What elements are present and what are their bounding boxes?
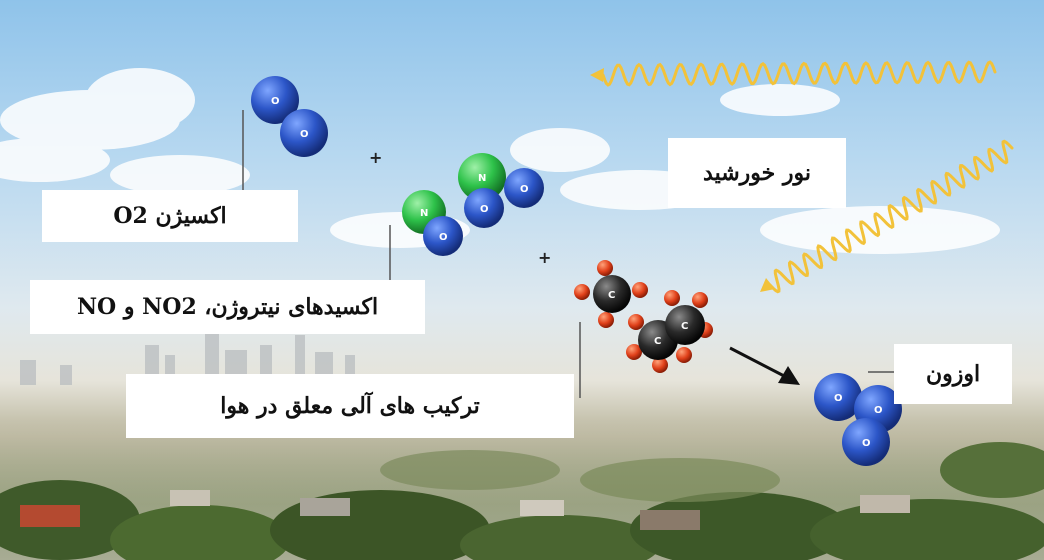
plus-icon: +: [369, 148, 382, 167]
suburb-trees: [0, 420, 1044, 560]
nitrogen-atom: [458, 153, 506, 201]
atom-letter: N: [420, 208, 428, 219]
atom-letter: O: [271, 96, 280, 107]
atom-letter: C: [608, 290, 615, 301]
oxygen-atom: [464, 188, 504, 228]
atom-letter: N: [478, 173, 486, 184]
oxygen-atom: [251, 76, 299, 124]
label-nitrogen-oxides: اکسیدهای نیتروژن، NO2 و NO: [30, 280, 425, 334]
oxygen-atom: [842, 418, 890, 466]
reaction-arrow-icon: [729, 346, 800, 385]
voc-molecule-small: C: [574, 260, 648, 328]
clouds: [0, 68, 1000, 254]
atom-letter: O: [862, 438, 871, 449]
hydrogen-atom: [597, 260, 613, 276]
atom-letter: C: [681, 321, 688, 332]
label-sunlight: نور خورشید: [668, 138, 846, 208]
hydrogen-atom: [664, 290, 680, 306]
carbon-atom: [593, 275, 631, 313]
leader-lines: [242, 110, 894, 398]
oxygen-atom: [814, 373, 862, 421]
oxygen-atom: [504, 168, 544, 208]
carbon-atom: [665, 305, 705, 345]
oxygen-molecule: O O: [251, 76, 328, 157]
hydrogen-atom: [632, 282, 648, 298]
atom-letter: O: [300, 129, 309, 140]
nitric-oxide-molecule: N O: [402, 190, 463, 256]
atom-letter: O: [874, 405, 883, 416]
atom-letter: O: [520, 184, 529, 195]
voc-molecule-chain: C C: [626, 290, 713, 373]
atom-letter: O: [439, 232, 448, 243]
hydrogen-atom: [652, 357, 668, 373]
sunlight-wave-upper-icon: [590, 60, 997, 87]
atom-letter: O: [480, 204, 489, 215]
atom-letter: O: [834, 393, 843, 404]
plus-icon: +: [538, 248, 551, 267]
sunlight-wave-lower-icon: [760, 139, 1014, 294]
oxygen-atom: [280, 109, 328, 157]
hydrogen-atom: [628, 314, 644, 330]
ozone-molecule: O O O: [814, 373, 902, 466]
nitrogen-dioxide-molecule: N O O: [458, 153, 544, 228]
label-ozone: اوزون: [894, 344, 1012, 404]
label-oxygen: اکسیژن O2: [42, 190, 298, 242]
oxygen-atom: [423, 216, 463, 256]
label-voc: ترکیب های آلی معلق در هوا: [126, 374, 574, 438]
hydrogen-atom: [574, 284, 590, 300]
hydrogen-atom: [692, 292, 708, 308]
atom-letter: C: [654, 336, 661, 347]
hydrogen-atom: [626, 344, 642, 360]
hydrogen-atom: [676, 347, 692, 363]
hydrogen-atom: [598, 312, 614, 328]
